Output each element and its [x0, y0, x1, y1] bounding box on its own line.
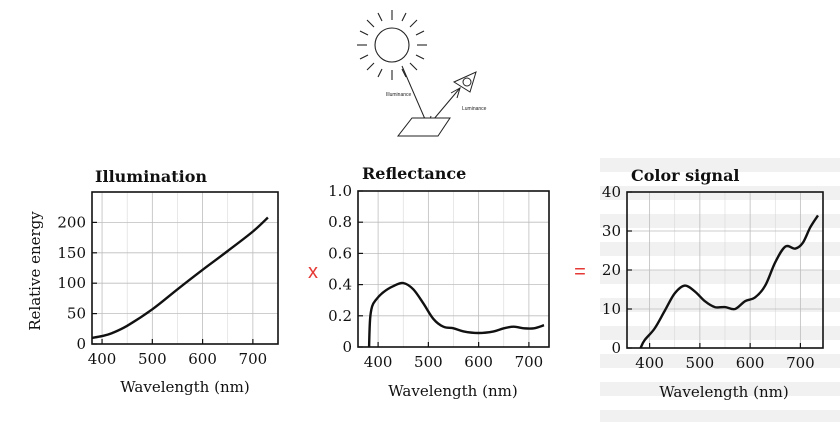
- reflectance-chart: Reflectance 0 0.2 0.4 0.6 0.8 1.0 400 500 600 70…: [328, 164, 550, 400]
- y-tick-label: 40: [602, 183, 621, 201]
- y-tick-label: 0.6: [328, 244, 352, 262]
- sun-icon: [357, 10, 427, 80]
- y-tick-label: 50: [67, 305, 86, 323]
- y-tick-label: 0: [342, 338, 352, 356]
- reflectance-y-ticks: 0 0.2 0.4 0.6 0.8 1.0: [328, 182, 363, 356]
- y-tick-label: 1.0: [328, 182, 352, 200]
- illumination-grid: [92, 192, 278, 344]
- reflectance-xlabel: Wavelength (nm): [388, 382, 517, 400]
- x-tick-label: 500: [686, 354, 715, 372]
- luminance-label: Luminance: [462, 106, 487, 112]
- illumination-plot-frame: [91, 191, 279, 345]
- x-tick-label: 500: [138, 350, 167, 368]
- y-tick-label: 0: [611, 339, 621, 357]
- illumination-y-ticks: 0 50 100 150 200: [57, 213, 97, 353]
- x-tick-label: 700: [515, 353, 544, 371]
- bleed-through-background: [600, 158, 840, 422]
- y-tick-label: 20: [602, 261, 621, 279]
- x-tick-label: 700: [786, 354, 815, 372]
- illumination-title: Illumination: [95, 167, 207, 186]
- y-tick-label: 10: [602, 300, 621, 318]
- y-tick-label: 0.2: [328, 307, 352, 325]
- x-tick-label: 700: [239, 350, 268, 368]
- equals-operator: =: [574, 261, 586, 283]
- multiply-operator: x: [308, 261, 318, 283]
- reflectance-title: Reflectance: [362, 164, 466, 183]
- x-tick-label: 600: [736, 354, 765, 372]
- color-signal-y-ticks: 0 10 20 30 40: [602, 183, 632, 357]
- illumination-chart: Illumination 0 50 100 150 200 400 500 600 700 W…: [26, 167, 279, 396]
- y-tick-label: 0: [76, 335, 86, 353]
- y-tick-label: 200: [57, 213, 86, 231]
- reflectance-grid: [358, 190, 549, 347]
- color-signal-x-ticks: 400 500 600 700: [635, 343, 815, 372]
- color-signal-title: Color signal: [631, 166, 740, 185]
- illumination-ylabel: Relative energy: [26, 211, 44, 331]
- y-tick-label: 0.4: [328, 276, 352, 294]
- x-tick-label: 500: [414, 353, 443, 371]
- reflectance-curve: [367, 281, 545, 348]
- x-tick-label: 400: [364, 353, 393, 371]
- color-signal-xlabel: Wavelength (nm): [659, 383, 788, 401]
- color-signal-grid: [627, 191, 823, 348]
- x-tick-label: 600: [188, 350, 217, 368]
- light-reflection-diagram: Illuminance Luminance: [357, 10, 487, 137]
- reflectance-plot-frame: [357, 190, 550, 348]
- y-tick-label: 100: [57, 274, 86, 292]
- color-signal-curve: [639, 214, 819, 349]
- eye-icon: [452, 71, 477, 93]
- y-tick-label: 150: [57, 244, 86, 262]
- reflectance-x-ticks: 400 500 600 700: [364, 342, 543, 371]
- y-tick-label: 30: [602, 222, 621, 240]
- x-tick-label: 400: [88, 350, 117, 368]
- y-tick-label: 0.8: [328, 213, 352, 231]
- color-signal-chart: Color signal 0 10 20 30 40 400 500 600 700 Wave…: [602, 166, 824, 401]
- x-tick-label: 600: [464, 353, 493, 371]
- reflecting-surface: [396, 117, 451, 137]
- illumination-x-ticks: 400 500 600 700: [88, 339, 267, 368]
- x-tick-label: 400: [635, 354, 664, 372]
- illumination-xlabel: Wavelength (nm): [120, 378, 249, 396]
- illuminance-label: Illuminance: [386, 92, 412, 98]
- illumination-curve: [91, 216, 269, 340]
